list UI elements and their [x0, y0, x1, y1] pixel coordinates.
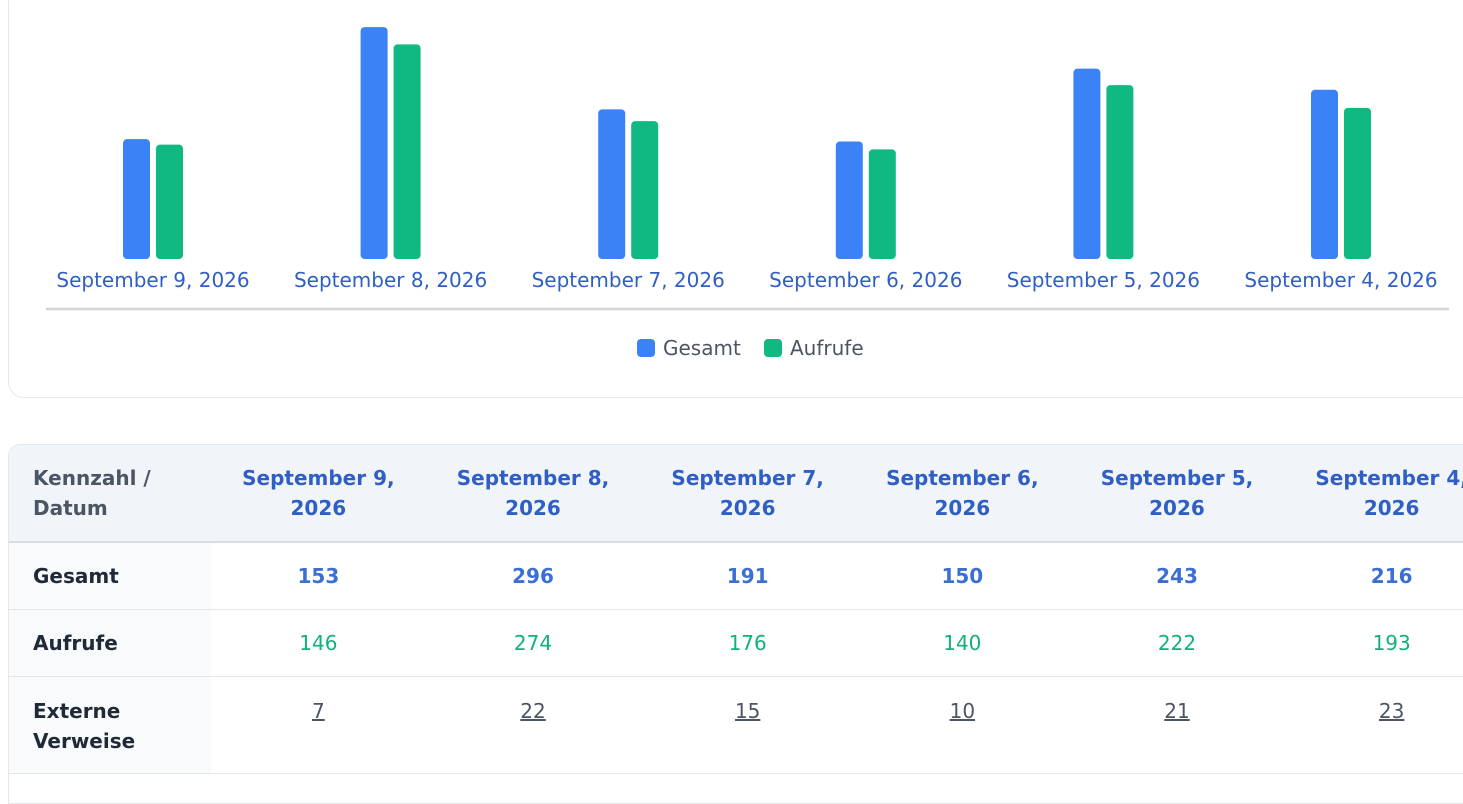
- bar-aufrufe-3[interactable]: [868, 149, 896, 259]
- referral-link[interactable]: 21: [1164, 698, 1190, 723]
- column-header: September 5, 2026: [1069, 445, 1285, 543]
- x-tick-label: September 4, 2026: [1244, 268, 1437, 292]
- table-cell: 176: [640, 609, 855, 677]
- referral-link[interactable]: 15: [734, 698, 761, 723]
- x-tick-label: September 6, 2026: [769, 268, 962, 292]
- bar-aufrufe-1[interactable]: [393, 44, 421, 259]
- bar-aufrufe-0[interactable]: [156, 144, 183, 259]
- bar-aufrufe-2[interactable]: [631, 121, 659, 259]
- x-tick-label: September 7, 2026: [532, 268, 725, 292]
- legend-label-gesamt[interactable]: Gesamt: [663, 336, 741, 360]
- row-label: Gesamt: [9, 542, 212, 610]
- table-cell: 153: [211, 542, 426, 610]
- row-label: Externe Verweise: [9, 676, 212, 774]
- data-table-container: Kennzahl / Datum September 9, 2026 Septe…: [8, 444, 1463, 804]
- table-cell: 274: [425, 609, 641, 677]
- legend-label-aufrufe[interactable]: Aufrufe: [790, 336, 864, 360]
- table-cell: 146: [211, 609, 426, 677]
- bar-gesamt-3[interactable]: [835, 141, 863, 260]
- bar-gesamt-5[interactable]: [1311, 89, 1338, 259]
- table-cell: 191: [640, 542, 855, 610]
- table-cell: 22: [425, 676, 641, 774]
- table-cell: 15: [640, 676, 855, 774]
- chart-card: September 9, 2026 September 8, 2026 Septem…: [8, 0, 1463, 398]
- bar-aufrufe-5[interactable]: [1344, 107, 1371, 259]
- bar-gesamt-1[interactable]: [360, 27, 388, 260]
- table-row-externe-verweise: Externe Verweise 7 22 15 10 21 23: [9, 676, 1463, 774]
- x-tick-label: September 5, 2026: [1007, 268, 1200, 292]
- table-cell: 150: [855, 542, 1070, 610]
- referral-link[interactable]: 10: [949, 698, 976, 723]
- corner-header: Kennzahl / Datum: [9, 445, 212, 543]
- column-header: September 8, 2026: [425, 445, 641, 543]
- referral-link[interactable]: 23: [1378, 698, 1405, 723]
- x-tick-label: September 8, 2026: [294, 268, 487, 292]
- referral-link[interactable]: 22: [520, 698, 546, 723]
- table-cell: 23: [1284, 676, 1463, 774]
- column-header: September 9, 2026: [211, 445, 426, 543]
- legend-swatch-gesamt[interactable]: [637, 339, 655, 357]
- table-cell: 10: [855, 676, 1070, 774]
- bar-gesamt-4[interactable]: [1073, 68, 1101, 260]
- table-cell: 296: [425, 542, 641, 610]
- row-label: Aufrufe: [9, 609, 212, 677]
- column-header: September 6, 2026: [855, 445, 1070, 543]
- table-row-gesamt: Gesamt 153 296 191 150 243 216: [9, 542, 1463, 610]
- table-cell: 222: [1069, 609, 1285, 677]
- legend-swatch-aufrufe[interactable]: [764, 339, 782, 357]
- table-cell: 21: [1069, 676, 1285, 774]
- table-cell: 216: [1284, 542, 1463, 610]
- data-table: Kennzahl / Datum September 9, 2026 Septe…: [9, 445, 1463, 774]
- table-cell: 140: [855, 609, 1070, 677]
- table-cell: 243: [1069, 542, 1285, 610]
- bar-aufrufe-4[interactable]: [1106, 85, 1134, 259]
- column-header: September 4, 2026: [1284, 445, 1463, 543]
- bar-gesamt-2[interactable]: [598, 109, 626, 259]
- table-row-aufrufe: Aufrufe 146 274 176 140 222 193: [9, 609, 1463, 677]
- bar-gesamt-0[interactable]: [123, 139, 150, 259]
- table-header-row: Kennzahl / Datum September 9, 2026 Septe…: [9, 445, 1463, 543]
- x-tick-label: September 9, 2026: [56, 268, 249, 292]
- table-cell: 193: [1284, 609, 1463, 677]
- table-cell: 7: [211, 676, 426, 774]
- referral-link[interactable]: 7: [311, 698, 325, 723]
- bar-chart: September 9, 2026 September 8, 2026 Septem…: [46, 27, 1449, 360]
- column-header: September 7, 2026: [640, 445, 855, 543]
